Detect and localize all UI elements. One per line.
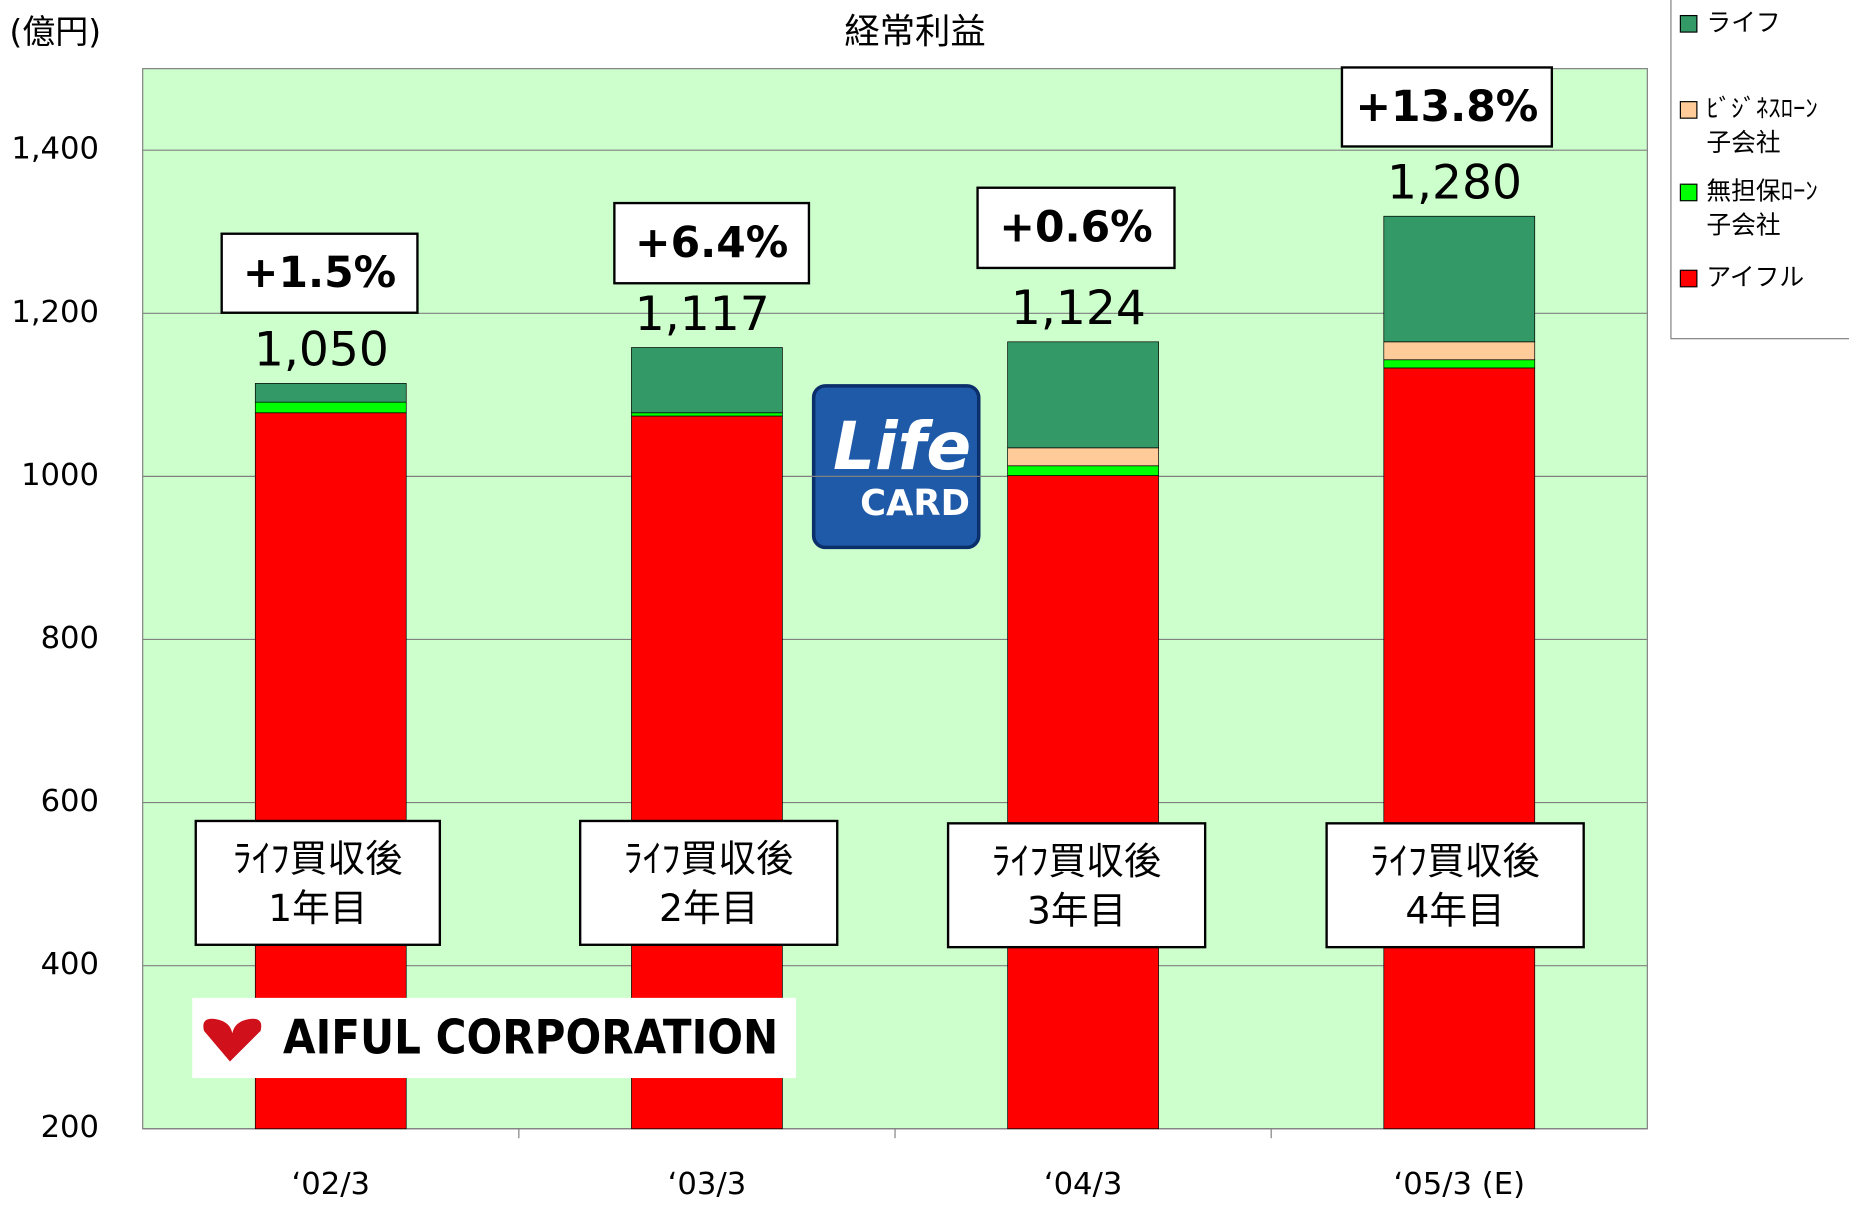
y-tick-label: 1000 (21, 458, 99, 493)
legend-label: アイフル (1706, 263, 1804, 292)
x-tick-label: ‘05/3 (E) (1393, 1167, 1525, 1202)
x-tick-label: ‘03/3 (668, 1167, 747, 1202)
x-tick-label: ‘04/3 (1044, 1167, 1123, 1202)
note-text: 2年目 (659, 886, 758, 930)
growth-box (613, 201, 811, 285)
growth-box (1340, 66, 1554, 148)
aiful-logo-bg (192, 997, 796, 1079)
note-box (946, 822, 1207, 949)
y-tick-label: 1,200 (11, 295, 99, 330)
bar-segment (1383, 215, 1536, 343)
growth-box (220, 232, 419, 314)
y-tick-label: 600 (41, 784, 99, 819)
y-tick-label: 800 (41, 621, 99, 656)
growth-box (976, 186, 1176, 270)
y-tick-label: 1,400 (11, 132, 99, 167)
bar-segment (1007, 341, 1159, 449)
total-label: 1,280 (1387, 156, 1522, 211)
growth-label: +0.6% (999, 204, 1152, 253)
legend-swatch (1679, 101, 1698, 119)
legend-swatch (1679, 14, 1698, 33)
chart-title: 経常利益 (844, 11, 985, 52)
legend-label: 無担保ﾛｰﾝ子会社 (1706, 176, 1817, 239)
y-tick-label: 400 (41, 947, 99, 982)
total-label: 1,124 (1011, 281, 1146, 336)
life-card-logo: Life CARD (811, 384, 981, 550)
x-tick-label: ‘02/3 (291, 1167, 370, 1202)
bar-segment (1007, 447, 1159, 467)
bar-segment (254, 401, 407, 414)
bar-segment (1383, 367, 1536, 1130)
growth-label: +1.5% (243, 249, 396, 298)
note-text: ﾗｲﾌ買収後 (1370, 839, 1540, 883)
note-text: 3年目 (1027, 888, 1126, 932)
y-tick-label: 200 (41, 1110, 99, 1145)
legend-label: ﾋﾞｼﾞﾈｽﾛｰﾝ子会社 (1706, 94, 1817, 157)
legend (1670, 0, 1849, 340)
note-box (1325, 822, 1585, 949)
growth-label: +6.4% (635, 219, 788, 268)
note-text: 1年目 (268, 886, 367, 930)
bar-segment (1007, 475, 1159, 1130)
legend-swatch (1679, 269, 1698, 288)
total-label: 1,050 (254, 323, 389, 378)
logo-text: CARD (860, 483, 970, 524)
logo-text: Life (833, 408, 971, 485)
legend-swatch (1679, 183, 1698, 202)
bar-segment (631, 412, 783, 417)
aiful-heart (203, 1018, 262, 1062)
note-box (194, 819, 442, 946)
aiful-logo-text: AIFUL CORPORATION (283, 1010, 778, 1065)
note-box (578, 819, 839, 946)
note-text: ﾗｲﾌ買収後 (233, 837, 403, 881)
bar-segment (1383, 359, 1536, 369)
bar-segment (631, 347, 783, 414)
note-text: ﾗｲﾌ買収後 (624, 837, 794, 881)
note-text: 4年目 (1405, 888, 1504, 932)
growth-label: +13.8% (1355, 83, 1538, 132)
note-text: ﾗｲﾌ買収後 (992, 839, 1162, 883)
legend-label: ライフ (1706, 8, 1780, 37)
total-label: 1,117 (635, 287, 770, 342)
y-axis-label: (億円) (9, 12, 101, 51)
bar-segment (1383, 341, 1536, 361)
bar-segment (254, 383, 407, 403)
bar-segment (1007, 465, 1159, 476)
